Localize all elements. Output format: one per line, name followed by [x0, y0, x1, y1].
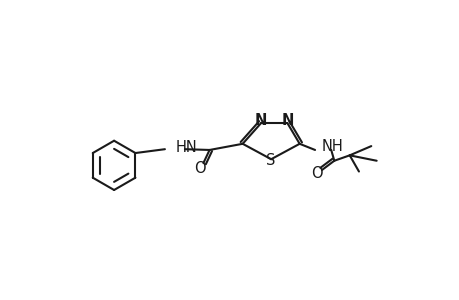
Text: O: O — [311, 166, 323, 181]
Text: N: N — [254, 113, 267, 128]
Text: S: S — [266, 153, 275, 168]
Text: NH: NH — [321, 140, 343, 154]
Text: HN: HN — [175, 140, 197, 155]
Text: N: N — [280, 113, 293, 128]
Text: O: O — [193, 161, 205, 176]
